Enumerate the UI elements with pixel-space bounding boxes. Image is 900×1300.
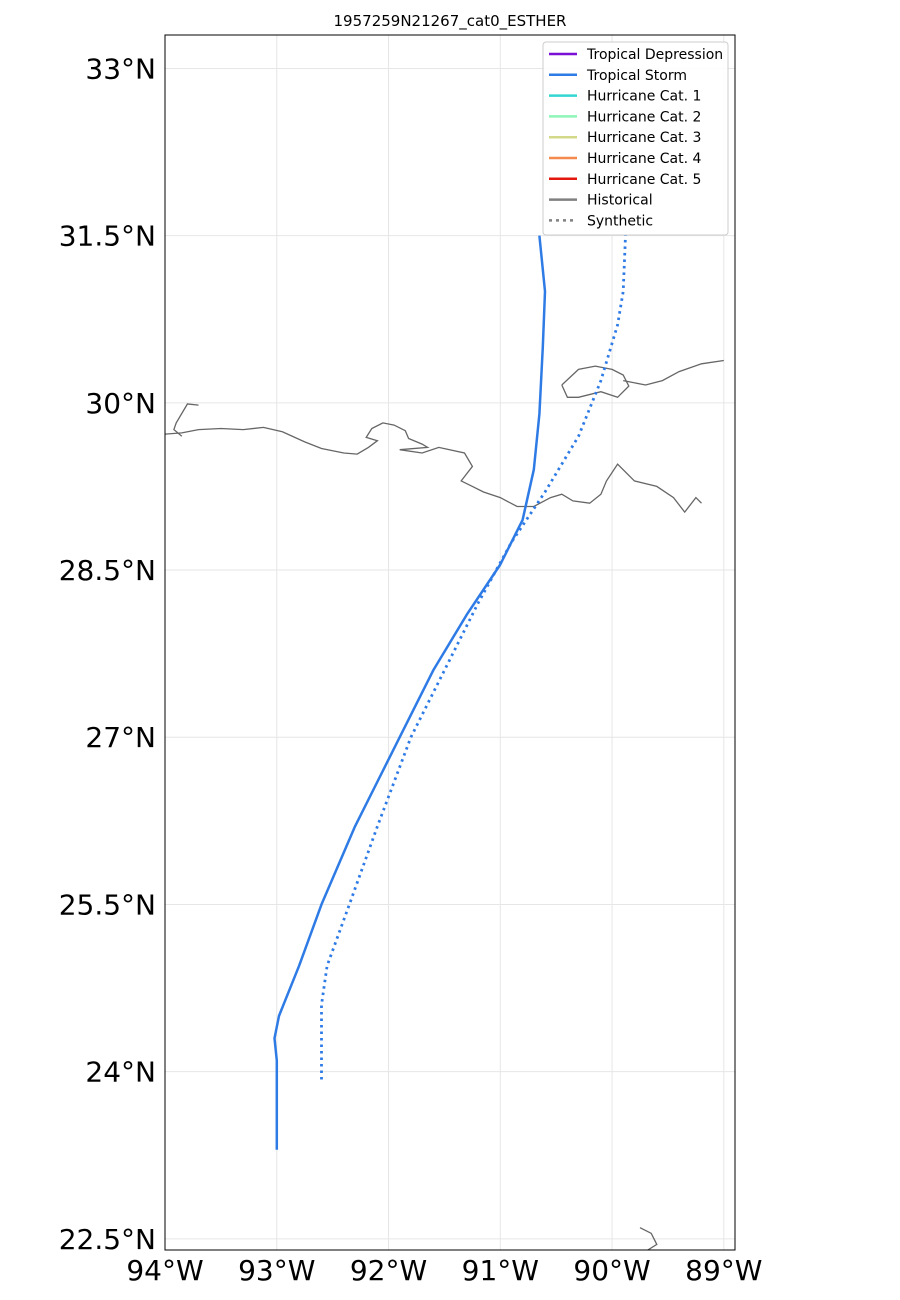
y-tick-label: 28.5°N <box>59 554 156 587</box>
y-tick-label: 27°N <box>85 721 156 754</box>
x-tick-label: 94°W <box>126 1254 203 1287</box>
legend-label-hurricane-cat-5: Hurricane Cat. 5 <box>587 172 701 188</box>
x-tick-label: 90°W <box>573 1254 650 1287</box>
x-tick-label: 92°W <box>350 1254 427 1287</box>
coastlines <box>165 359 724 1250</box>
coastline <box>561 365 630 399</box>
coastline <box>165 422 702 514</box>
legend-label-historical: Historical <box>587 193 653 209</box>
synthetic-track <box>320 235 627 1080</box>
x-tick-label: 93°W <box>238 1254 315 1287</box>
legend-label-synthetic: Synthetic <box>587 213 653 229</box>
storm-tracks <box>273 235 627 1150</box>
coastline <box>639 1227 658 1250</box>
legend: Tropical Depression Tropical Storm Hurrica… <box>542 41 729 236</box>
y-tick-label: 30°N <box>85 387 156 420</box>
coastline <box>623 359 724 386</box>
legend-box <box>542 41 729 236</box>
plot-frame <box>164 34 736 1251</box>
map-title: 1957259N21267_cat0_ESTHER <box>334 12 567 31</box>
grid-lines <box>165 35 735 1250</box>
x-axis-ticks: 94°W 93°W 92°W 91°W 90°W 89°W <box>126 1254 762 1287</box>
legend-label-hurricane-cat-2: Hurricane Cat. 2 <box>587 109 701 125</box>
y-tick-label: 24°N <box>85 1056 156 1089</box>
y-tick-label: 22.5°N <box>59 1223 156 1256</box>
x-tick-label: 91°W <box>462 1254 539 1287</box>
y-tick-label: 25.5°N <box>59 888 156 921</box>
x-tick-label: 89°W <box>685 1254 762 1287</box>
legend-label-tropical-depression: Tropical Depression <box>586 47 723 63</box>
coastline <box>173 403 199 437</box>
legend-label-hurricane-cat-3: Hurricane Cat. 3 <box>587 130 701 146</box>
legend-label-hurricane-cat-1: Hurricane Cat. 1 <box>587 89 701 105</box>
y-tick-label: 33°N <box>85 52 156 85</box>
historical-track <box>273 235 547 1150</box>
y-tick-label: 31.5°N <box>59 220 156 253</box>
legend-label-hurricane-cat-4: Hurricane Cat. 4 <box>587 151 702 167</box>
y-axis-ticks: 33°N 31.5°N 30°N 28.5°N 27°N 25.5°N 24°N 22.5°N <box>59 52 156 1255</box>
legend-label-tropical-storm: Tropical Storm <box>586 68 687 84</box>
